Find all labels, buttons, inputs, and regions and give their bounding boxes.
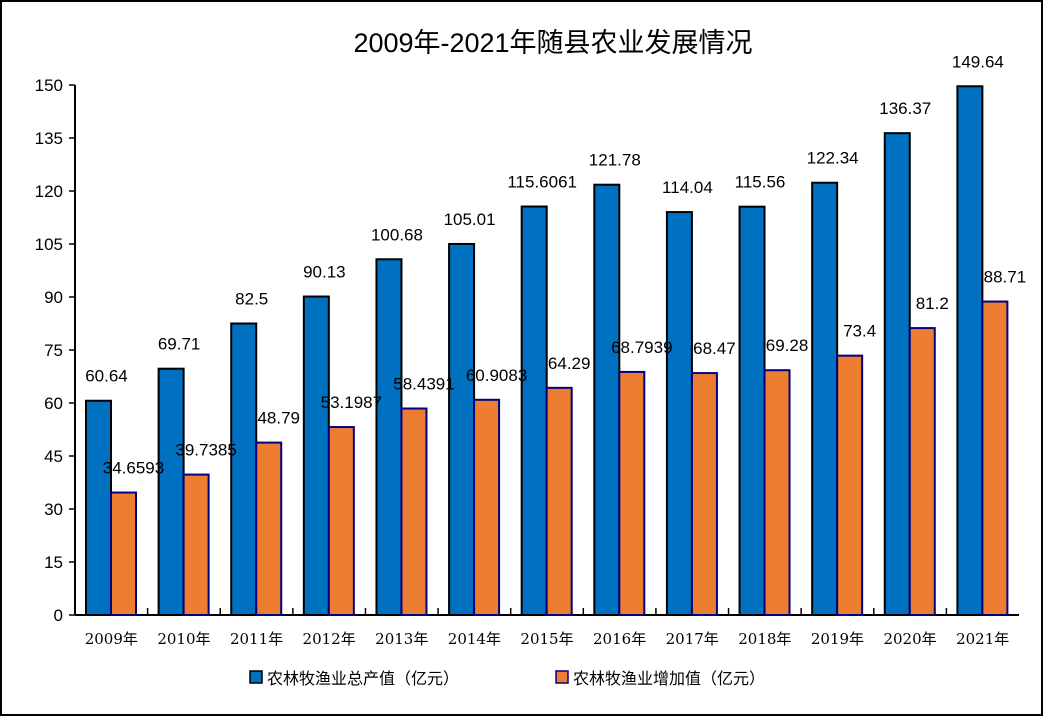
x-tick-label: 2010年: [157, 630, 210, 648]
value-added-data-label: 68.47: [693, 339, 736, 358]
total-output-bar: [230, 322, 258, 616]
x-tick-label: 2011年: [230, 630, 283, 648]
total-output-bar: [665, 211, 693, 617]
total-output-data-label: 90.13: [303, 263, 346, 282]
value-added-data-label: 53.1987: [321, 393, 382, 412]
total-output-data-label: 69.71: [158, 335, 201, 354]
value-added-bar: [255, 441, 283, 616]
total-output-bar: [593, 183, 621, 616]
value-added-data-label: 73.4: [843, 322, 876, 341]
value-added-data-label: 39.7385: [175, 441, 236, 460]
x-tick-label: 2009年: [85, 630, 138, 648]
legend: 农林牧渔业总产值（亿元） 农林牧渔业增加值（亿元）: [249, 669, 765, 688]
total-output-data-label: 136.37: [879, 99, 931, 118]
value-added-bar: [327, 426, 355, 616]
x-tick-label: 2013年: [375, 630, 428, 648]
value-added-bar: [545, 386, 573, 617]
value-added-bar: [400, 407, 428, 616]
x-tick-label: 2015年: [520, 630, 573, 648]
total-output-data-label: 82.5: [235, 290, 268, 309]
value-added-data-label: 48.79: [257, 409, 300, 428]
total-output-bar: [448, 242, 476, 616]
total-output-data-label: 115.6061: [507, 173, 577, 192]
value-added-bar: [473, 398, 501, 616]
y-tick-label: 60: [44, 394, 63, 413]
y-tick-label: 15: [44, 553, 63, 572]
value-added-data-label: 58.4391: [393, 375, 454, 394]
total-output-data-label: 105.01: [444, 210, 496, 229]
value-added-bar: [763, 369, 791, 616]
x-tick-label: 2020年: [883, 630, 936, 648]
total-output-data-label: 149.64: [952, 52, 1004, 71]
x-tick-label: 2021年: [956, 630, 1009, 648]
legend-label-total-output: 农林牧渔业总产值（亿元）: [267, 669, 459, 688]
y-tick-label: 45: [44, 447, 63, 466]
total-output-data-label: 122.34: [807, 149, 859, 168]
value-added-data-label: 34.6593: [103, 459, 164, 478]
legend-swatch-total-output: [249, 670, 263, 684]
value-added-data-label: 81.2: [916, 294, 949, 313]
x-tick-label: 2014年: [448, 630, 501, 648]
value-added-data-label: 88.71: [984, 268, 1027, 287]
legend-swatch-value-added: [555, 670, 569, 684]
total-output-data-label: 115.56: [735, 173, 786, 192]
total-output-data-label: 60.64: [85, 367, 128, 386]
chart-title: 2009年-2021年随县农业发展情况: [353, 28, 752, 58]
y-tick-label: 105: [35, 235, 63, 254]
value-added-bar: [836, 354, 864, 616]
y-tick-label: 30: [44, 500, 63, 519]
total-output-bar: [302, 295, 330, 616]
value-added-data-label: 64.29: [548, 354, 591, 373]
total-output-data-label: 100.68: [371, 225, 423, 244]
value-added-bar: [110, 491, 137, 616]
y-axis: 0 15 30 45 60 75 90 105 120 135 150: [35, 76, 76, 625]
total-output-data-label: 114.04: [662, 178, 713, 197]
bars: [85, 85, 1009, 617]
x-tick-label: 2016年: [593, 630, 646, 648]
total-output-bar: [956, 85, 984, 617]
total-output-bar: [85, 399, 112, 617]
value-added-bar: [981, 300, 1009, 616]
total-output-bar: [157, 367, 185, 617]
total-output-bar: [375, 258, 403, 616]
value-added-data-label: 69.28: [766, 336, 809, 355]
value-added-bar: [908, 327, 936, 616]
total-output-bar: [811, 181, 839, 616]
total-output-bar: [738, 205, 766, 617]
y-tick-label: 135: [35, 129, 63, 148]
value-added-data-label: 60.9083: [466, 366, 527, 385]
total-output-bar: [520, 205, 548, 616]
legend-label-value-added: 农林牧渔业增加值（亿元）: [573, 669, 765, 688]
x-tick-label: 2018年: [738, 630, 791, 648]
y-tick-label: 120: [35, 182, 63, 201]
y-tick-label: 150: [35, 76, 63, 95]
x-tick-label: 2017年: [666, 630, 719, 648]
total-output-bar: [883, 132, 911, 616]
y-tick-label: 0: [54, 606, 63, 625]
value-added-bar: [182, 473, 210, 616]
x-tick-label: 2012年: [303, 630, 356, 648]
y-tick-label: 90: [44, 288, 63, 307]
y-tick-label: 75: [44, 341, 63, 360]
x-tick-label: 2019年: [811, 630, 864, 648]
data-labels: 60.64 69.71 82.5 90.13 100.68 105.01 115.6061 1…: [85, 52, 1026, 477]
value-added-bar: [618, 370, 646, 616]
value-added-bar: [690, 372, 718, 616]
total-output-data-label: 121.78: [589, 151, 641, 170]
value-added-data-label: 68.7939: [611, 338, 672, 357]
